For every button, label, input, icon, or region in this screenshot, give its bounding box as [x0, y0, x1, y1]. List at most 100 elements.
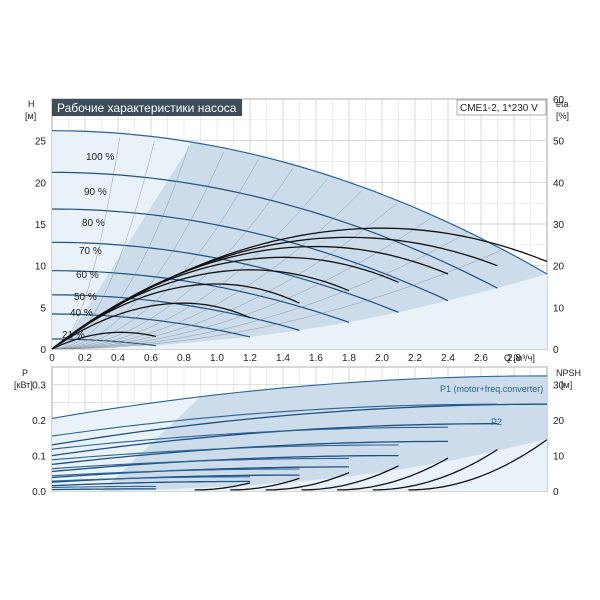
- x-tick-label: 0.2: [78, 353, 92, 364]
- speed-label: 60 %: [76, 270, 99, 281]
- power-curve-p2-100: [51, 403, 547, 446]
- top-tick-labels: 0 0.2 0.4 0.6 0.8 1.0 1.2 1.4 1.6 1.8 2.0 2.2 2.4 2.6…: [35, 95, 565, 364]
- speed-label: 50 %: [74, 292, 97, 303]
- y-tick-label: 20: [35, 178, 47, 189]
- y-tick-label: 0: [40, 345, 46, 356]
- bottom-tick-labels: 0.0 0.1 0.2 0.3 0 10 20 30: [32, 381, 564, 498]
- y-tick-label: 25: [35, 137, 47, 148]
- eta-curve-60: [51, 269, 350, 350]
- x-tick-label: 1.2: [243, 353, 257, 364]
- model-box: [456, 99, 547, 116]
- power-curve-p1-100: [51, 375, 547, 419]
- x-tick-label: 1.8: [342, 353, 356, 364]
- speed-label: 90 %: [84, 187, 107, 198]
- x-axis-label: Q [м³/ч]: [504, 353, 535, 363]
- speed-label: 21 %: [62, 330, 85, 341]
- npsh-curve-50: [230, 477, 300, 491]
- iso-line: [51, 137, 120, 350]
- y-tick-label: 5: [40, 303, 46, 314]
- x-tick-label: 2.0: [375, 353, 389, 364]
- p-tick-label: 0.3: [32, 381, 46, 392]
- bottom-curves: [51, 375, 548, 491]
- x-tick-label: 0.4: [111, 353, 125, 364]
- p-tick-label: 0.1: [32, 452, 46, 463]
- top-area-operating: [61, 142, 548, 348]
- y-axis-unit: [м]: [25, 111, 36, 121]
- npsh-curve-40: [194, 482, 251, 491]
- power-curve-p1-80: [51, 426, 448, 450]
- npsh-tick-label: 10: [553, 452, 565, 463]
- power-curve-p1-21: [51, 485, 156, 489]
- power-curve-p1-70: [51, 444, 399, 461]
- power-curve-p2-40: [51, 480, 250, 487]
- iso-line: [51, 178, 328, 350]
- npsh-curve-100: [408, 439, 548, 491]
- power-npsh-plot: P [кВт] NPSH [м] P1 (motor+freq.converte…: [14, 366, 581, 498]
- iso-line: [51, 159, 259, 350]
- chart-title-box: [52, 99, 242, 116]
- head-curve-40: [52, 313, 251, 338]
- power-curve-p1-50: [51, 468, 300, 477]
- x-tick-label: 2.6: [474, 353, 488, 364]
- npsh-axis-unit: [м]: [561, 380, 572, 390]
- iso-line: [51, 233, 467, 350]
- npsh-tick-label: 30: [553, 381, 565, 392]
- iso-line: [51, 250, 501, 350]
- y2-tick-label: 30: [553, 220, 565, 231]
- x-tick-label: 0: [49, 353, 55, 364]
- power-curve-p1-40: [51, 476, 250, 482]
- npsh-axis-label: NPSH: [556, 368, 581, 378]
- x-tick-label: 2.8: [507, 353, 521, 364]
- speed-label: 70 %: [79, 246, 102, 257]
- eta-curve-21: [51, 331, 157, 350]
- y2-axis-unit: [%]: [556, 111, 569, 121]
- p-axis-label: P: [22, 368, 28, 378]
- x-tick-label: 2.4: [441, 353, 455, 364]
- head-efficiency-plot: 100 % 90 % 80 % 70 % 60 % 50 % 40 % 21 % Рабочи…: [25, 95, 569, 364]
- x-tick-label: 1.6: [309, 353, 323, 364]
- p2-series-label: P2: [491, 417, 502, 427]
- head-curve-90: [51, 171, 498, 289]
- top-speed-labels: 100 % 90 % 80 % 70 % 60 % 50 % 40 % 21 %: [62, 152, 114, 341]
- power-curve-p1-90: [51, 403, 498, 437]
- top-curves: [51, 130, 548, 350]
- y2-axis-label: eta: [556, 99, 569, 109]
- y-axis-label: H: [28, 99, 35, 109]
- head-curve-100: [51, 130, 548, 275]
- x-tick-label: 0.6: [144, 353, 158, 364]
- x-tick-label: 0.8: [177, 353, 191, 364]
- chart-title: Рабочие характеристики насоса: [57, 101, 237, 115]
- y2-tick-label: 20: [553, 262, 565, 273]
- x-tick-label: 2.2: [408, 353, 422, 364]
- npsh-tick-label: 20: [553, 416, 565, 427]
- y2-tick-label: 60: [553, 95, 565, 106]
- speed-label: 80 %: [82, 218, 105, 229]
- power-curve-p2-70: [51, 454, 399, 473]
- x-tick-label: 1.0: [210, 353, 224, 364]
- p-tick-label: 0.0: [32, 487, 46, 498]
- iso-line: [51, 140, 155, 350]
- p-axis-unit: [кВт]: [14, 380, 33, 390]
- iso-line: [51, 145, 190, 350]
- y2-tick-label: 0: [553, 345, 559, 356]
- speed-label: 100 %: [86, 152, 114, 163]
- npsh-curve-80: [337, 457, 449, 491]
- y-tick-label: 10: [35, 262, 47, 273]
- y2-tick-label: 40: [553, 178, 565, 189]
- y2-tick-label: 10: [553, 303, 565, 314]
- npsh-curve-70: [301, 465, 399, 491]
- y2-tick-label: 50: [553, 137, 565, 148]
- eta-curve-40: [51, 302, 251, 350]
- head-curve-70: [51, 241, 399, 313]
- speed-label: 40 %: [70, 308, 93, 319]
- npsh-curve-60: [265, 471, 350, 491]
- p1-series-label: P1 (motor+freq.converter): [440, 384, 543, 394]
- power-curve-p1-60: [51, 457, 349, 470]
- power-curve-p2-21: [51, 488, 156, 491]
- model-label: CME1-2, 1*230 V: [460, 103, 538, 114]
- y-tick-label: 15: [35, 220, 47, 231]
- eta-curve-50: [51, 283, 300, 350]
- head-curve-80: [51, 208, 449, 302]
- head-curve-60: [52, 270, 350, 323]
